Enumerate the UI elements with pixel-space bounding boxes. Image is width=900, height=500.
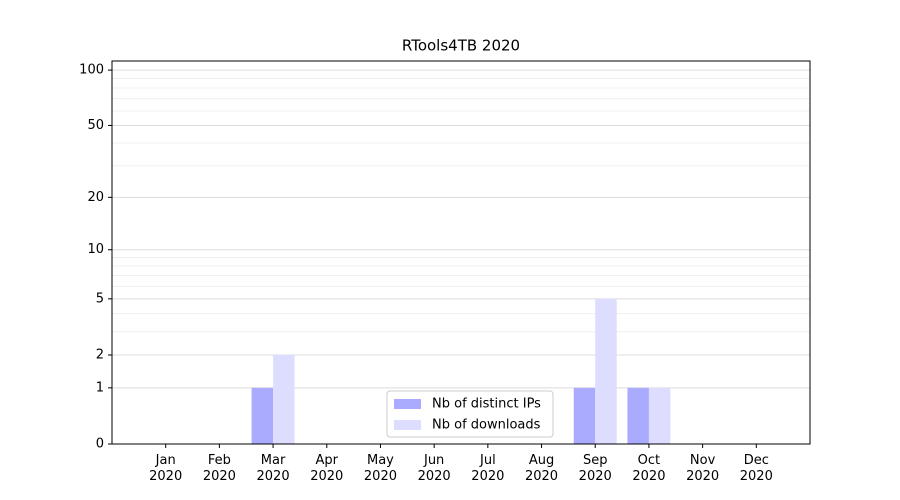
x-tick-label: Jan 2020	[149, 453, 183, 484]
bar	[648, 387, 671, 444]
x-tick-label: Sep 2020	[578, 453, 612, 484]
x-tick-label: Apr 2020	[310, 453, 344, 484]
y-tick-label: 10	[87, 242, 104, 257]
x-tick-label: Oct 2020	[632, 453, 666, 484]
x-tick-label: Jun 2020	[417, 453, 451, 484]
legend-swatch	[394, 420, 421, 430]
bar	[273, 354, 295, 444]
plot-frame	[111, 60, 811, 445]
y-tick-label: 0	[96, 437, 104, 452]
bar	[627, 387, 649, 444]
y-tick-label: 1	[96, 380, 104, 395]
bar	[595, 298, 617, 444]
x-tick-label: May 2020	[363, 453, 397, 484]
x-tick-label: Nov 2020	[686, 453, 720, 484]
y-tick-label: 5	[96, 291, 104, 306]
x-tick-label: Aug 2020	[524, 453, 559, 484]
x-tick-label: Feb 2020	[202, 453, 236, 484]
legend-label: Nb of distinct IPs	[432, 397, 541, 412]
y-tick-label: 50	[87, 118, 104, 133]
x-tick-label: Dec 2020	[739, 453, 773, 484]
y-tick-label: 2	[96, 347, 104, 362]
bar	[251, 387, 274, 444]
legend-label: Nb of downloads	[432, 418, 541, 433]
y-tick-label: 100	[79, 63, 104, 78]
chart-title: RTools4TB 2020	[402, 37, 520, 55]
legend-frame	[386, 390, 554, 438]
y-tick-label: 20	[87, 190, 104, 205]
x-tick-label: Jul 2020	[471, 453, 505, 484]
x-tick-label: Mar 2020	[256, 453, 290, 484]
legend: Nb of distinct IPs Nb of downloads	[386, 390, 554, 438]
bar	[573, 387, 596, 444]
legend-swatch	[394, 399, 421, 409]
